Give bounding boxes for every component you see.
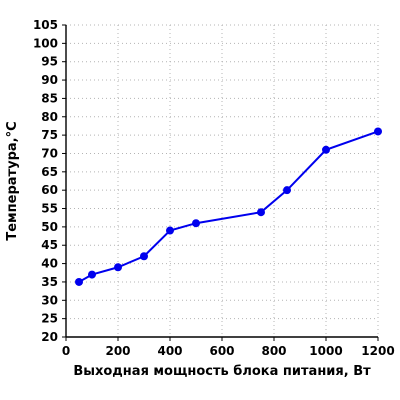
x-tick-label: 400: [157, 344, 182, 358]
data-point: [283, 186, 291, 195]
data-point: [166, 226, 174, 235]
y-tick-label: 40: [41, 257, 58, 271]
data-point: [140, 252, 148, 261]
x-tick-label: 200: [105, 344, 130, 358]
data-point: [75, 277, 83, 286]
y-tick-label: 60: [41, 183, 58, 197]
y-tick-label: 65: [41, 165, 58, 179]
y-tick-label: 100: [33, 36, 58, 50]
y-tick-label: 75: [41, 128, 58, 142]
y-tick-label: 50: [41, 220, 58, 234]
x-tick-label: 1000: [309, 344, 342, 358]
y-tick-label: 80: [41, 110, 58, 124]
data-point: [114, 263, 122, 272]
y-tick-label: 25: [41, 312, 58, 326]
y-tick-label: 95: [41, 55, 58, 69]
series-group: [75, 127, 382, 286]
y-tick-label: 45: [41, 238, 58, 252]
y-tick-label: 20: [41, 330, 58, 344]
x-tick-label: 600: [209, 344, 234, 358]
series-line: [78, 130, 379, 283]
y-tick-label: 55: [41, 202, 58, 216]
data-point: [322, 145, 330, 154]
data-point: [192, 219, 200, 228]
series: [75, 127, 382, 286]
y-tick-label: 90: [41, 73, 58, 87]
grid: [66, 24, 379, 337]
x-axis-ticks: 0 200 400 600 800 1000 1200: [62, 337, 395, 358]
x-tick-label: 800: [261, 344, 286, 358]
y-axis-ticks: 20 25 30 35 40 45 50 55 60 65 70 75 80 85 90 95 100 105: [33, 18, 66, 344]
y-tick-label: 30: [41, 293, 58, 307]
y-tick-label: 105: [33, 18, 58, 32]
x-axis-title: Выходная мощность блока питания, Вт: [73, 364, 371, 379]
y-tick-label: 35: [41, 275, 58, 289]
y-tick-label: 85: [41, 91, 58, 105]
y-tick-label: 70: [41, 146, 58, 160]
y-axis-title: Температура,°C: [5, 121, 20, 240]
data-point: [88, 270, 96, 279]
x-tick-label: 0: [62, 344, 70, 358]
data-point: [257, 208, 265, 217]
x-tick-label: 1200: [361, 344, 394, 358]
data-point: [374, 127, 382, 136]
